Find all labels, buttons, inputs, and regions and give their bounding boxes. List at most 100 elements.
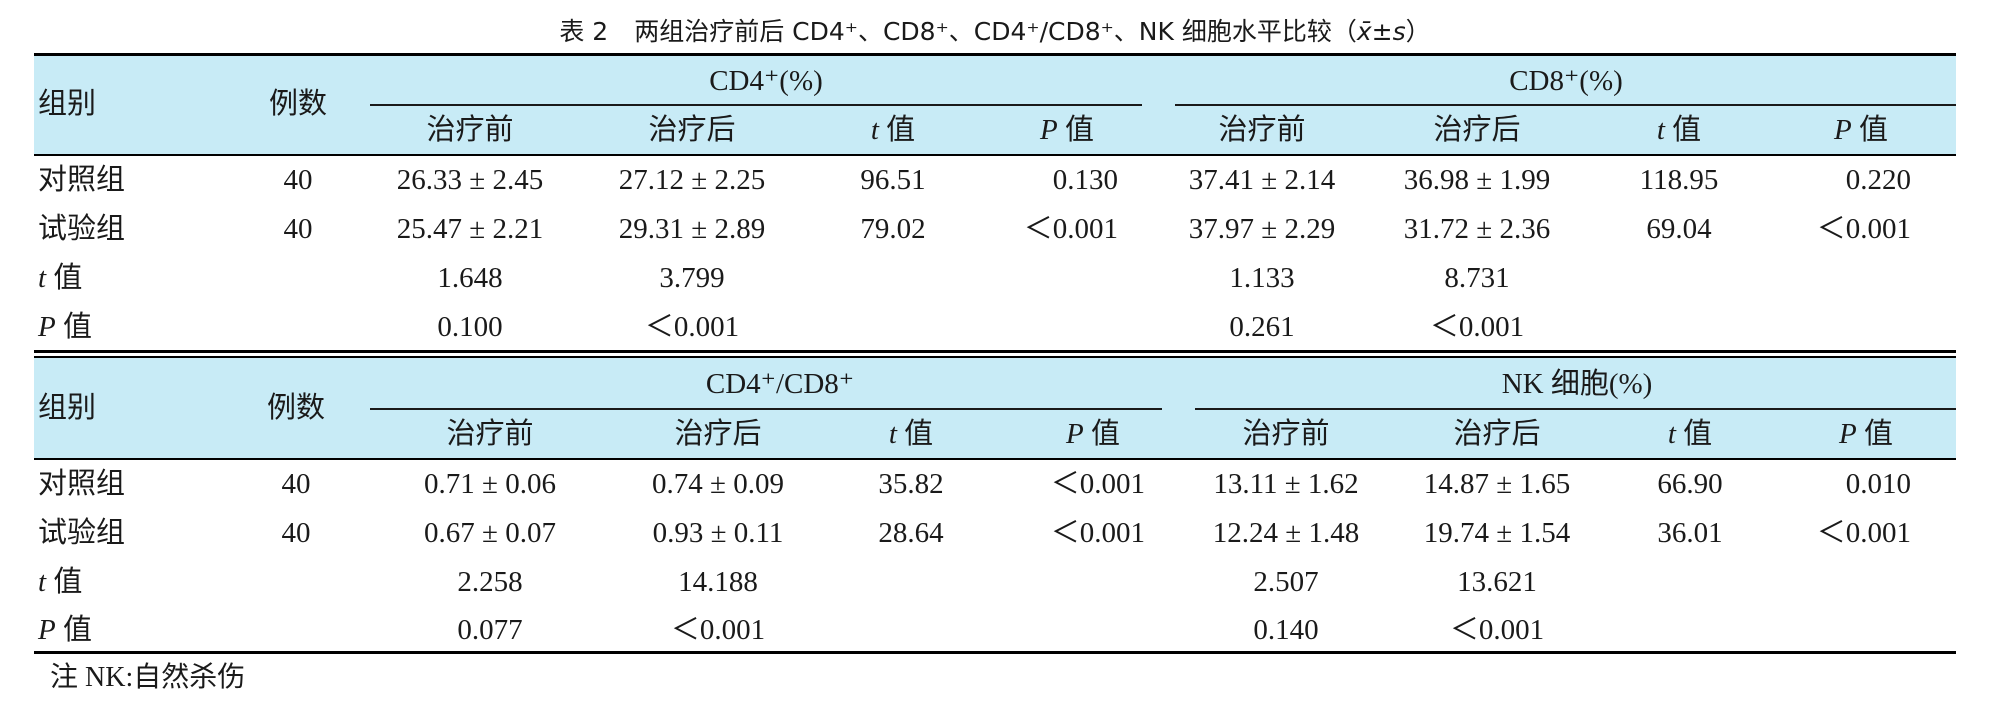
table-cell: 19.74 ± 1.54 [1423, 517, 1571, 549]
table-cell: 0.261 [1229, 311, 1295, 343]
table-cell: 35.82 [878, 468, 944, 500]
table-footnote: 注 NK:自然杀伤 [50, 662, 246, 693]
spanner-line-ratio [370, 408, 1162, 410]
table-cell: 12.24 ± 1.48 [1212, 517, 1360, 549]
table-cell: 0.74 ± 0.09 [652, 468, 784, 500]
table-cell: 66.90 [1657, 468, 1723, 500]
header-t: t 值 [1667, 418, 1713, 450]
table-cell: 29.31 ± 2.89 [618, 213, 766, 245]
table-cell: 2.507 [1253, 566, 1319, 598]
table-cell: 0.100 [437, 311, 503, 343]
row-label: 试验组 [38, 213, 126, 245]
table-cell: ＜0.001 [1449, 614, 1545, 646]
table-cell: ＜0.001 [1429, 311, 1525, 343]
spanner-ratio: CD4⁺/CD8⁺ [705, 368, 855, 400]
header-rule-2 [34, 458, 1956, 460]
header-before: 治疗前 [426, 114, 514, 146]
panel-divider-bottom [34, 356, 1956, 358]
table-cell: 31.72 ± 2.36 [1403, 213, 1551, 245]
table-cell: 0.130 [1052, 164, 1118, 196]
table-cell: ＜0.001 [1050, 468, 1145, 500]
row-label: 试验组 [38, 517, 126, 549]
table-cell: 37.97 ± 2.29 [1188, 213, 1336, 245]
table-cell: 1.133 [1229, 262, 1295, 294]
header-n: 例数 [268, 88, 328, 120]
table-cell: 14.188 [678, 566, 758, 598]
row-label-p: P 值 [38, 614, 92, 646]
spanner-nk: NK 细胞(%) [1501, 368, 1653, 400]
table-cell: 14.87 ± 1.65 [1423, 468, 1571, 500]
header-p: P 值 [1834, 114, 1888, 146]
spanner-line-cd8 [1175, 104, 1956, 106]
caption-stat: x̄±s [1356, 17, 1406, 46]
table-cell: 8.731 [1444, 262, 1510, 294]
table-cell: 13.621 [1457, 566, 1537, 598]
header-after: 治疗后 [1453, 418, 1541, 450]
row-label-t: t 值 [38, 566, 83, 598]
header-before: 治疗前 [1242, 418, 1330, 450]
table-cell: 0.220 [1845, 164, 1911, 196]
table-cell: 96.51 [860, 164, 926, 196]
table-cell: ＜0.001 [644, 311, 740, 343]
caption-close: ） [1405, 17, 1431, 46]
table-cell: 36.01 [1657, 517, 1723, 549]
header-after: 治疗后 [674, 418, 762, 450]
table-title: 表 2 两组治疗前后 CD4⁺、CD8⁺、CD4⁺/CD8⁺、NK 细胞水平比较（… [0, 12, 1990, 48]
cell-n: 40 [281, 517, 311, 549]
top-rule [34, 53, 1956, 56]
header-p: P 值 [1839, 418, 1893, 450]
header-group: 组别 [38, 88, 97, 120]
row-label: 对照组 [38, 164, 126, 196]
row-label: 对照组 [38, 468, 126, 500]
header-p: P 值 [1040, 114, 1094, 146]
header-t: t 值 [1656, 114, 1702, 146]
cell-n: 40 [281, 468, 311, 500]
header-after: 治疗后 [1433, 114, 1521, 146]
table-cell: 3.799 [659, 262, 725, 294]
spanner-cd4: CD4⁺(%) [709, 65, 823, 97]
table-cell: 0.71 ± 0.06 [424, 468, 556, 500]
spanner-cd8: CD8⁺(%) [1509, 65, 1623, 97]
header-t: t 值 [888, 418, 934, 450]
cell-n: 40 [283, 164, 313, 196]
table-cell: 25.47 ± 2.21 [396, 213, 544, 245]
bottom-rule [34, 651, 1956, 654]
table-cell: 36.98 ± 1.99 [1403, 164, 1551, 196]
table-cell: 69.04 [1646, 213, 1712, 245]
table-cell: 118.95 [1639, 164, 1719, 196]
table-cell: ＜0.001 [670, 614, 766, 646]
header-rule-1 [34, 154, 1956, 156]
header-n: 例数 [266, 392, 326, 424]
header-before: 治疗前 [446, 418, 534, 450]
table-cell: 37.41 ± 2.14 [1188, 164, 1336, 196]
table-cell: ＜0.001 [1816, 213, 1911, 245]
table-cell: 0.010 [1845, 468, 1911, 500]
table-cell: 13.11 ± 1.62 [1213, 468, 1359, 500]
table-cell: 26.33 ± 2.45 [396, 164, 544, 196]
table-number: 表 2 [559, 17, 609, 46]
table-cell: 28.64 [878, 517, 944, 549]
header-t: t 值 [870, 114, 916, 146]
header-before: 治疗前 [1218, 114, 1306, 146]
table-cell: 2.258 [457, 566, 523, 598]
table-cell: 0.67 ± 0.07 [424, 517, 556, 549]
table-caption: 两组治疗前后 CD4⁺、CD8⁺、CD4⁺/CD8⁺、NK 细胞水平比较（ [634, 17, 1357, 46]
spanner-line-nk [1195, 408, 1956, 410]
table-cell: ＜0.001 [1050, 517, 1145, 549]
row-label-t: t 值 [38, 262, 83, 294]
table-cell: ＜0.001 [1023, 213, 1118, 245]
table-cell: ＜0.001 [1816, 517, 1911, 549]
table-cell: 0.077 [457, 614, 523, 646]
table-cell: 0.140 [1253, 614, 1319, 646]
table-cell: 0.93 ± 0.11 [652, 517, 784, 549]
header-p: P 值 [1066, 418, 1120, 450]
header-group: 组别 [38, 392, 97, 424]
spanner-line-cd4 [370, 104, 1142, 106]
table-cell: 27.12 ± 2.25 [618, 164, 766, 196]
row-label-p: P 值 [38, 311, 92, 343]
panel-divider-top [34, 350, 1956, 353]
header-after: 治疗后 [648, 114, 736, 146]
table-cell: 1.648 [437, 262, 503, 294]
cell-n: 40 [283, 213, 313, 245]
table-cell: 79.02 [860, 213, 926, 245]
